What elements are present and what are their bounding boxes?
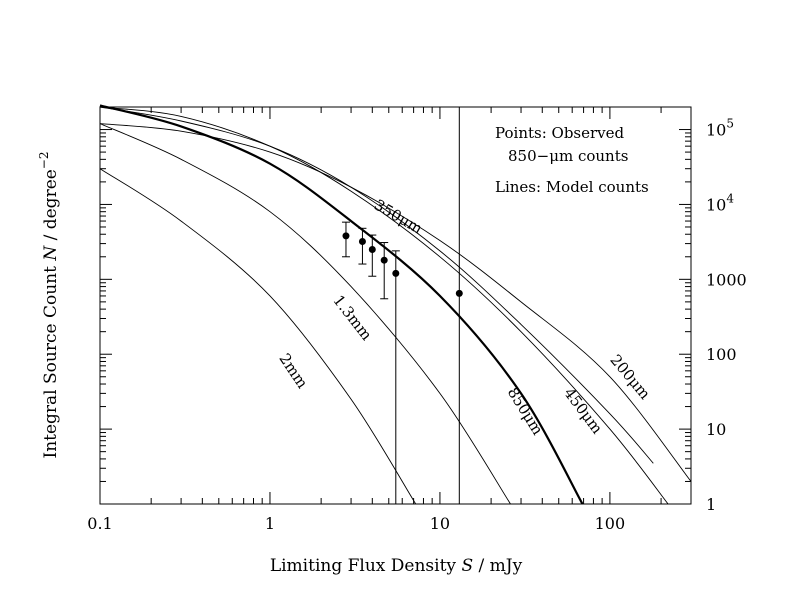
curve-2mm	[99, 168, 417, 505]
x-tick-label: 0.1	[87, 514, 112, 533]
x-tick-label: 10	[430, 514, 450, 533]
y-tick-base: 1000	[706, 270, 747, 289]
curve-1-3mm	[99, 123, 511, 505]
y-tick-label: 105	[706, 117, 734, 140]
y-tick-label: 100	[706, 345, 737, 364]
plot-frame	[99, 106, 692, 505]
observed-point	[342, 232, 350, 240]
curve-450m	[99, 106, 669, 505]
observed-point	[368, 246, 376, 254]
x-axis-title: Limiting Flux Density S / mJy	[270, 556, 523, 576]
y-axis-title-suffix: / degree	[41, 169, 61, 246]
y-tick-label: 10	[706, 420, 726, 439]
y-tick-label: 1000	[706, 270, 747, 289]
curve-label: 450μm	[560, 384, 606, 437]
observed-point	[380, 256, 388, 264]
x-tick-labels: 0.1 1 10 100	[87, 514, 625, 533]
x-tick-label: 100	[595, 514, 626, 533]
x-axis-title-var: S	[461, 556, 473, 576]
x-tick-label: 1	[265, 514, 275, 533]
observed-point	[455, 289, 463, 297]
legend-points: Points: Observed	[495, 124, 625, 142]
y-tick-label: 1	[706, 495, 716, 514]
y-tick-base: 1	[706, 495, 716, 514]
y-tick-label: 104	[706, 191, 734, 214]
curve-label: 2mm	[275, 350, 311, 392]
y-tick-base: 100	[706, 345, 737, 364]
observed-points	[341, 107, 463, 504]
y-tick-base: 10	[706, 420, 726, 439]
y-tick-base: 10	[706, 121, 726, 140]
y-tick-base: 10	[706, 195, 726, 214]
observed-point	[392, 269, 400, 277]
y-tick-exponent: 4	[726, 191, 734, 205]
y-axis-title: Integral Source Count N / degree−2	[37, 151, 61, 458]
y-axis-title-var: N	[41, 245, 61, 262]
y-axis-title-prefix: Integral Source Count	[41, 261, 61, 459]
curve-label: 1.3mm	[329, 291, 375, 343]
legend-counts: 850−μm counts	[508, 147, 628, 165]
x-axis-title-suffix: / mJy	[473, 556, 522, 576]
curve-label: 350μm	[371, 196, 426, 238]
curve-350m	[99, 106, 654, 464]
curve-label: 200μm	[606, 351, 654, 403]
y-tick-exponent: 5	[726, 117, 734, 131]
y-axis-title-exp: −2	[37, 151, 51, 169]
observed-point	[358, 237, 366, 245]
curve-200m	[99, 123, 692, 482]
curve-label: 850μm	[504, 384, 547, 438]
x-axis-title-prefix: Limiting Flux Density	[270, 556, 462, 576]
legend-lines: Lines: Model counts	[495, 178, 649, 196]
